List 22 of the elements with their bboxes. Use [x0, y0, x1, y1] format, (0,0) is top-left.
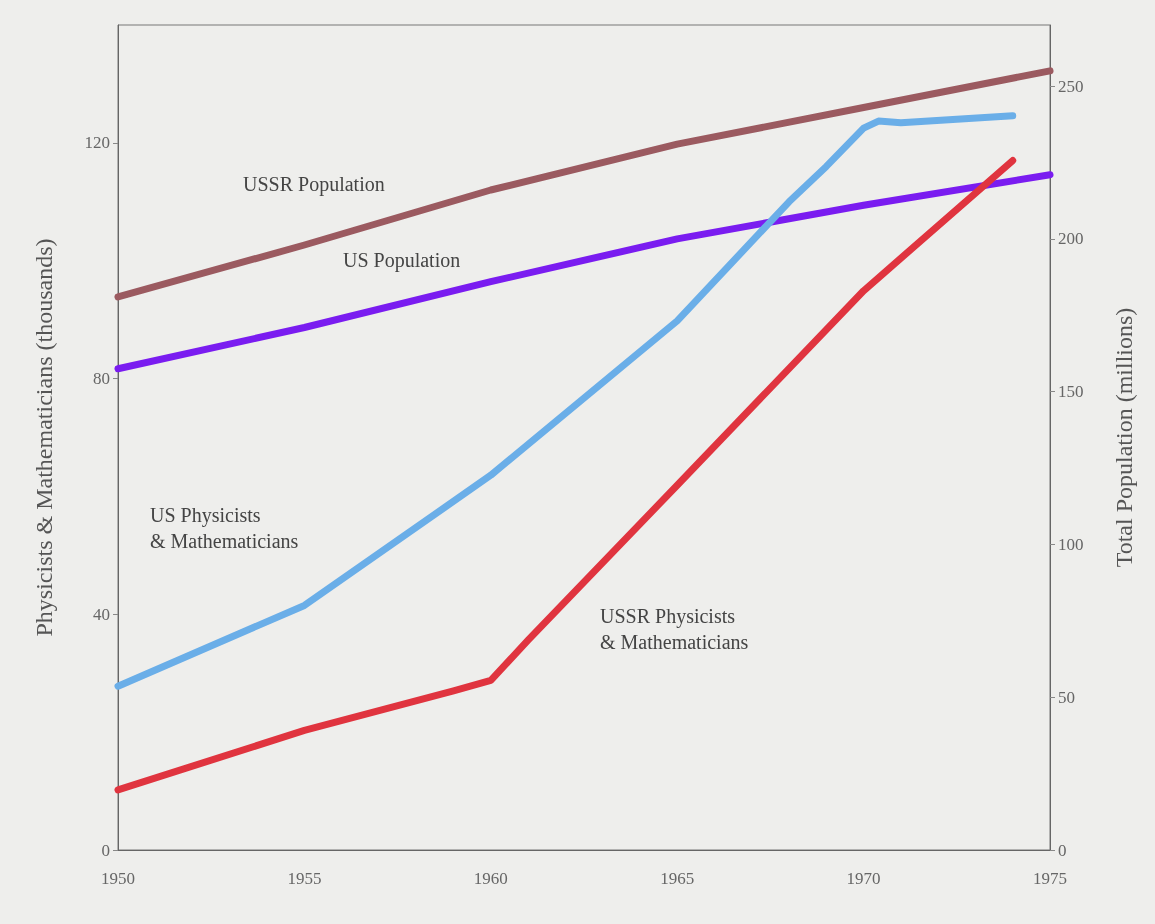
- y-axis-title: Physicists & Mathematicians (thousands): [31, 238, 57, 637]
- y2-tick-label: 50: [1058, 687, 1075, 707]
- y2-tick-label: 200: [1058, 229, 1084, 249]
- y2-axis-title: Total Population (millions): [1111, 307, 1137, 568]
- x-tick-label: 1955: [287, 869, 322, 888]
- y2-tick-label: 250: [1058, 76, 1084, 96]
- x-tick-label: 1970: [846, 869, 881, 888]
- series-label: US Population: [343, 249, 461, 272]
- y2-tick-label: 150: [1058, 382, 1084, 402]
- y-tick-label: 120: [84, 133, 110, 153]
- y-tick-label: 40: [93, 604, 110, 624]
- x-tick-label: 1960: [473, 869, 508, 888]
- series-label: USSR Population: [243, 173, 385, 196]
- x-tick-label: 1950: [101, 869, 135, 888]
- x-tick-label: 1975: [1033, 869, 1067, 888]
- y2-tick-label: 0: [1058, 840, 1067, 860]
- y-tick-label: 80: [93, 369, 110, 389]
- text: US Physicists & Mathematicians: [150, 504, 299, 552]
- x-tick-label: 1965: [660, 869, 695, 888]
- y2-tick-label: 100: [1058, 534, 1084, 554]
- y-tick-label: 0: [101, 840, 110, 860]
- series-label: USSR Physicists & Mathematicians: [600, 605, 749, 653]
